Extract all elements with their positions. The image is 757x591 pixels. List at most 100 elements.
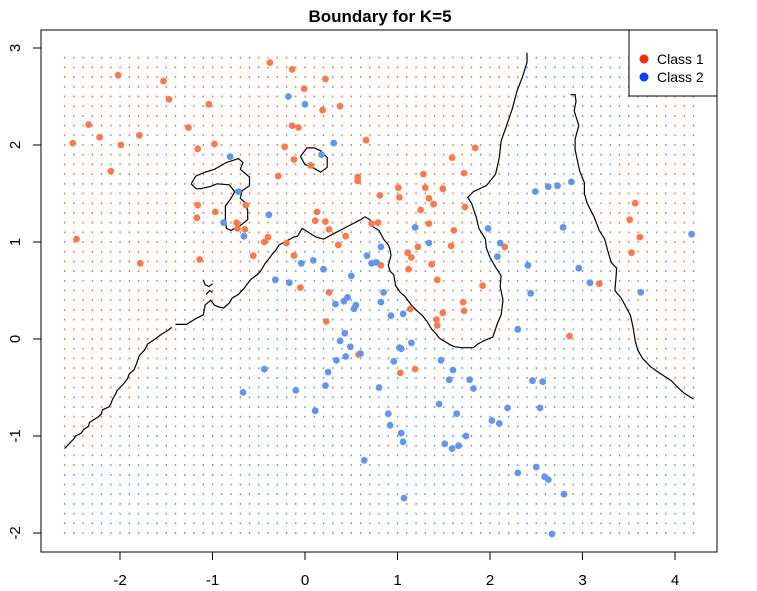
class2-point — [301, 100, 309, 108]
boundary-line — [175, 52, 528, 349]
class1-point — [242, 201, 250, 209]
class2-point — [688, 230, 695, 238]
class1-point — [460, 169, 468, 177]
class1-point — [193, 214, 201, 222]
class2-point — [399, 310, 407, 318]
class1-point — [96, 133, 103, 141]
class2-point — [380, 289, 387, 296]
class2-point — [494, 253, 501, 260]
y-axis: -2 -1 0 1 2 3 — [7, 44, 42, 540]
class-region-grid — [63, 56, 695, 534]
class1-point — [595, 280, 603, 288]
class1-point — [566, 332, 573, 340]
class1-point — [290, 252, 298, 259]
x-axis: -2 -1 0 1 2 3 4 — [113, 551, 679, 589]
class1-point — [307, 162, 314, 169]
class2-point — [324, 368, 332, 376]
class1-point — [417, 206, 424, 214]
class1-point — [165, 96, 173, 103]
class2-point — [466, 376, 473, 384]
class1-point — [407, 305, 414, 313]
class2-point — [559, 224, 567, 231]
x-tick-label: 3 — [578, 572, 586, 589]
class2-point — [495, 420, 503, 427]
class1-point — [411, 365, 419, 373]
y-tick-label: 2 — [7, 141, 24, 149]
decision-boundary — [64, 52, 694, 450]
class2-point — [449, 366, 457, 374]
class1-point — [249, 252, 257, 259]
class2-point — [226, 153, 234, 161]
class1-point — [631, 199, 639, 207]
class2-point — [240, 232, 248, 240]
class1-point — [405, 265, 412, 273]
class2-point — [377, 298, 385, 306]
class2-point — [470, 385, 477, 392]
class2-point — [484, 225, 492, 232]
class2-point — [437, 356, 445, 364]
class2-point — [318, 151, 325, 159]
class2-point — [435, 400, 443, 408]
class1-point — [325, 289, 333, 296]
y-tick-label: 1 — [7, 238, 24, 246]
class1-point — [194, 201, 202, 209]
class1-point — [290, 156, 298, 163]
class2-point — [568, 178, 575, 186]
class2-point — [400, 494, 408, 502]
class2-point — [425, 239, 433, 247]
class1-point — [85, 121, 92, 128]
class1-point — [241, 226, 249, 233]
class1-point — [376, 192, 384, 199]
y-tick-label: -1 — [7, 429, 24, 442]
legend-class2-marker-icon — [639, 72, 649, 82]
class1-point — [428, 260, 436, 268]
class2-point — [292, 387, 300, 394]
boundary-line — [205, 289, 213, 295]
boundary-line — [570, 93, 694, 400]
legend-class2-label: Class 2 — [657, 69, 704, 85]
class1-point — [433, 322, 441, 329]
class1-point — [336, 102, 344, 110]
class2-point — [496, 239, 504, 247]
class1-point — [430, 200, 437, 208]
class1-point — [404, 249, 412, 257]
data-points — [69, 59, 695, 538]
class1-point — [234, 225, 241, 232]
class2-point — [285, 279, 293, 287]
class2-point — [462, 432, 470, 440]
class2-point — [453, 410, 461, 418]
class2-point — [527, 290, 535, 297]
class2-point — [544, 183, 552, 191]
class2-point — [372, 259, 380, 266]
class2-point — [544, 476, 552, 483]
boundary-line — [190, 157, 251, 232]
class1-point — [425, 194, 433, 202]
class1-point — [233, 219, 241, 227]
class2-point — [397, 345, 405, 353]
class2-point — [514, 469, 522, 477]
class2-point — [260, 365, 268, 373]
x-tick-label: 4 — [671, 572, 679, 589]
class1-point — [421, 184, 429, 192]
class2-point — [309, 257, 317, 264]
class1-point — [460, 307, 468, 315]
class1-point — [266, 59, 274, 66]
class2-point — [342, 353, 350, 360]
class1-point — [295, 124, 302, 131]
class1-point — [501, 243, 509, 251]
class2-point — [235, 188, 242, 196]
class2-point — [586, 279, 594, 287]
class2-point — [441, 440, 449, 448]
class1-point — [211, 140, 218, 148]
class2-point — [341, 329, 349, 337]
class2-point — [539, 378, 547, 386]
class1-point — [300, 85, 308, 93]
class1-point — [274, 172, 282, 180]
class1-point — [196, 256, 204, 263]
class2-point — [344, 293, 351, 301]
class1-point — [450, 227, 458, 234]
class1-point — [322, 218, 329, 226]
y-tick-label: 3 — [7, 44, 24, 52]
class1-point — [396, 194, 403, 201]
class2-point — [386, 421, 394, 429]
